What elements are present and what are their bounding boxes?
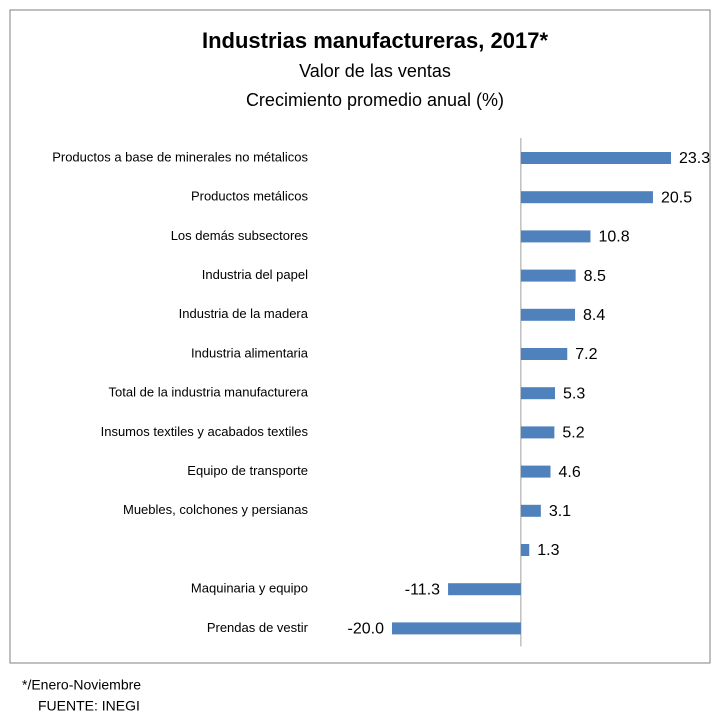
y-tick-label: Maquinaria y equipo — [191, 581, 308, 596]
y-tick-label: Prendas de vestir — [207, 620, 309, 635]
bar — [520, 465, 551, 478]
data-label: 7.2 — [575, 346, 597, 363]
data-label: 23.3 — [679, 150, 710, 167]
bar — [448, 583, 521, 596]
bar — [520, 152, 671, 164]
source: FUENTE: INEGI — [38, 698, 140, 714]
chart-subtitle: Valor de las ventas — [299, 61, 451, 81]
bar — [520, 504, 541, 517]
data-label: 8.4 — [583, 307, 605, 324]
bar — [520, 387, 556, 400]
bar — [520, 544, 530, 556]
chart-title: Industrias manufactureras, 2017* — [202, 28, 548, 53]
bar — [520, 191, 653, 204]
chart-frame — [9, 9, 711, 664]
y-tick-label: Industria del papel — [202, 267, 308, 282]
data-label: 8.5 — [584, 268, 606, 285]
bar — [520, 230, 591, 243]
y-tick-label: Muebles, colchones y persianas — [123, 502, 308, 517]
chart-subtitle: Crecimiento promedio anual (%) — [246, 90, 504, 110]
data-label: 10.8 — [598, 229, 629, 246]
y-tick-label: Industria alimentaria — [191, 345, 309, 360]
y-tick-label: Industria de la madera — [179, 306, 309, 321]
footnote: */Enero-Noviembre — [22, 677, 141, 693]
data-label: 4.6 — [559, 464, 581, 481]
data-label: 3.1 — [549, 503, 571, 520]
bar — [520, 308, 575, 321]
bar — [392, 622, 521, 635]
y-tick-label: Total de la industria manufacturera — [109, 385, 309, 400]
bar — [520, 348, 568, 360]
data-label: 5.2 — [562, 425, 584, 442]
y-tick-label: Los demás subsectores — [171, 228, 309, 243]
bar — [520, 269, 576, 282]
data-label: 20.5 — [661, 189, 692, 206]
data-label: -11.3 — [405, 581, 440, 598]
y-tick-label: Productos metálicos — [191, 189, 309, 204]
data-label: 1.3 — [537, 542, 559, 559]
data-label: 5.3 — [563, 385, 585, 402]
y-tick-label: Productos a base de minerales no métalic… — [52, 149, 308, 164]
y-tick-label: Equipo de transporte — [187, 463, 308, 478]
y-tick-label: Insumos textiles y acabados textiles — [101, 424, 309, 439]
bar — [520, 426, 555, 439]
data-label: -20.0 — [348, 621, 385, 638]
